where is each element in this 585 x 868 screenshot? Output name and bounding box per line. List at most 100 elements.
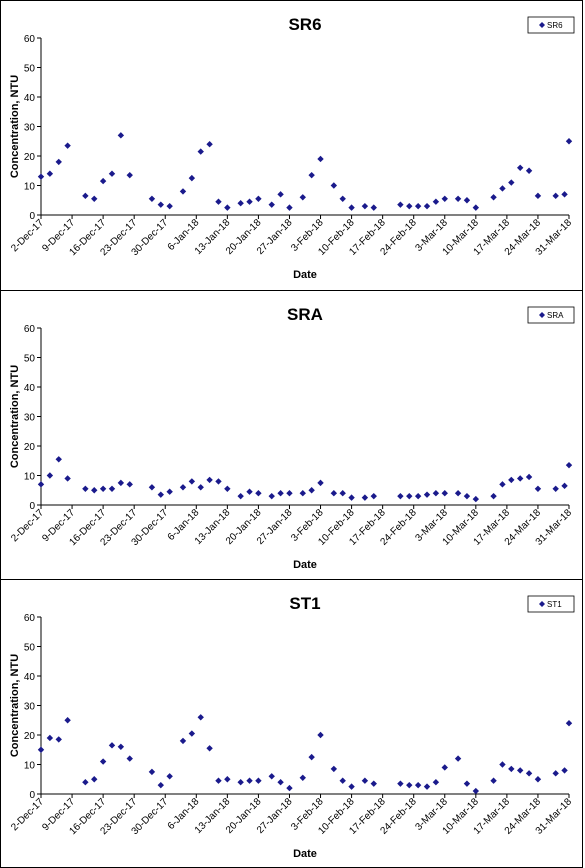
data-point [561,767,568,774]
data-point [552,192,559,200]
data-point [454,755,462,762]
data-point [224,776,231,783]
data-point [91,487,98,494]
data-point [525,770,533,777]
data-point [339,195,346,202]
data-point [534,485,542,492]
data-point [157,491,164,498]
data-point [508,765,515,773]
x-tick-label: 2-Dec-17 [9,507,46,544]
data-point [472,204,480,211]
data-point [108,170,116,177]
data-point [82,779,89,786]
data-point [499,761,506,768]
data-point [117,479,125,487]
data-point [37,173,45,180]
data-point [286,490,293,497]
data-point [179,737,187,745]
legend: SRA [527,306,575,324]
y-tick-label: 20 [24,152,36,163]
chart-panel-sra: SRA SRA Concentration, NTU 0 10 20 30 40 50 60 2-D… [0,290,583,580]
data-point [157,781,164,789]
data-point [516,767,524,774]
data-point [188,730,196,737]
data-point [215,777,222,784]
y-tick-label: 10 [24,761,36,772]
data-point [463,780,471,787]
data-point [552,485,559,492]
y-tick-label: 40 [24,383,36,394]
data-point [463,492,471,500]
data-point [91,776,98,783]
data-point [255,195,262,202]
data-point [423,783,431,790]
data-point [268,492,275,500]
chart-svg-sra: SRA SRA Concentration, NTU 0 10 20 30 40 50 60 2-D… [9,305,575,571]
data-point [179,188,187,195]
legend-marker [539,312,545,318]
data-point [179,484,187,491]
legend-box [527,16,575,34]
data-point [441,195,448,202]
data-point [423,491,431,498]
chart-svg-st1: ST1 ST1 Concentration, NTU 0 10 20 30 40 50 60 2-D… [9,594,574,860]
data-point [534,192,542,200]
data-point [516,164,524,171]
data-point [561,482,568,490]
data-point [108,742,116,749]
legend-label: SRA [547,311,564,320]
data-point [308,753,315,761]
data-point [463,197,471,204]
data-point [490,492,497,500]
data-point [246,198,253,205]
y-axis-label: Concentration, NTU [9,75,21,178]
y-tick-label: 20 [24,442,36,453]
data-point [397,780,404,787]
data-point [255,777,262,784]
chart-title: SR6 [288,15,321,34]
data-point [414,781,422,789]
data-point [406,492,413,500]
data-point [516,475,524,482]
x-axis-label: Date [293,269,317,281]
y-tick-label: 0 [29,790,35,801]
x-axis-label: Date [293,559,317,571]
legend-label: SR6 [547,21,563,30]
data-point [361,777,369,784]
data-point [82,192,89,200]
data-point [414,202,422,210]
data-point [299,194,306,201]
data-point [406,781,413,789]
data-point [206,745,213,752]
data-point [55,158,62,166]
data-point [91,195,98,202]
data-point [255,490,262,497]
data-point [423,202,431,210]
y-tick-label: 30 [24,123,36,134]
y-tick-label: 30 [24,413,36,424]
data-point [330,490,338,497]
data-point [561,191,568,198]
y-tick-label: 60 [24,613,36,624]
data-point [317,731,324,739]
data-point [565,461,573,469]
data-point [472,787,480,795]
data-point [148,195,156,202]
legend-marker [539,22,545,28]
legend: SR6 [527,16,575,34]
data-point [37,746,45,753]
data-point [339,490,346,497]
data-point [197,484,204,491]
chart-title: SRA [287,305,323,324]
data-point [99,485,107,492]
data-point [454,195,462,202]
data-point [525,167,533,174]
data-point [286,204,293,211]
data-point [237,492,244,500]
chart-svg-sr6: SR6 SR6 Concentration, NTU 0 10 20 30 40 50 60 2-D… [9,15,575,281]
data-point [348,494,355,501]
data-point [370,204,377,211]
data-point [224,485,231,492]
data-point [490,194,497,201]
data-point [46,170,54,177]
